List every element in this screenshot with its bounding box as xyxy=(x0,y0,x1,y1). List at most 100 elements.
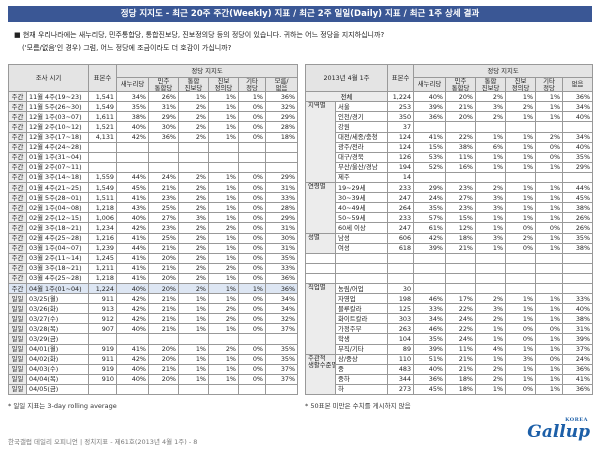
period-cell: 주간 xyxy=(8,131,27,143)
label-cell: 대전/세종/충청 xyxy=(334,131,389,143)
label-cell: 부산/울산/경남 xyxy=(334,161,389,173)
value-cell: 606 xyxy=(387,232,415,244)
value-cell xyxy=(413,171,447,184)
value-cell xyxy=(562,121,594,133)
value-cell: 1% xyxy=(505,141,537,153)
date-cell: 04/03(수) xyxy=(26,363,89,375)
value-cell: 1% xyxy=(505,343,537,355)
value-cell: 20% xyxy=(148,353,179,365)
table-row: 일일 03/25(월) 911 42% 21% 1% 1% 0% 34% xyxy=(8,293,299,305)
value-cell: 40% xyxy=(562,303,594,315)
value-cell: 1% xyxy=(475,242,507,254)
table-row: 주간 02월 1주(04~08) 1,218 43% 25% 2% 1% 0% 28% xyxy=(8,202,299,214)
table-row: 직업별 농림/어업 30 xyxy=(305,282,594,355)
value-cell: 2% xyxy=(178,252,209,264)
value-cell: 37% xyxy=(562,343,594,355)
value-cell: 21% xyxy=(148,323,179,335)
value-cell: 1% xyxy=(208,192,239,204)
value-cell: 0% xyxy=(238,262,266,274)
label-cell: 30~39세 xyxy=(334,192,389,204)
value-cell: 2% xyxy=(178,192,209,204)
empty-cell xyxy=(413,272,447,284)
value-cell: 41% xyxy=(413,131,447,143)
value-cell: 29% xyxy=(562,161,594,173)
value-cell: 33% xyxy=(264,262,299,274)
table-row: 인천/경기 350 36% 20% 2% 1% 1% 40% xyxy=(306,111,594,123)
value-cell: 31% xyxy=(148,101,179,113)
table-row: 화이트칼라 303 34% 24% 2% 1% 1% 38% xyxy=(306,313,594,325)
value-cell: 52% xyxy=(413,161,447,173)
table-row: 주관적 생활수준별 상/중상 110 51% 21% 1% 3% 0% 24% xyxy=(305,353,594,396)
value-cell: 1% xyxy=(475,383,507,396)
value-cell: 1% xyxy=(178,323,209,335)
value-cell: 1% xyxy=(535,91,564,103)
value-cell: 0% xyxy=(238,363,266,375)
value-cell: 2% xyxy=(178,232,209,244)
value-cell: 2% xyxy=(535,131,564,143)
value-cell: 1% xyxy=(505,131,537,143)
table-row: 주간 03월 4주(25~28) 1,218 41% 20% 2% 1% 0% 36% xyxy=(8,272,299,284)
value-cell: 912 xyxy=(88,313,117,325)
value-cell: 36% xyxy=(562,383,594,396)
period-cell: 일일 xyxy=(8,313,27,325)
label-cell: 60세 이상 xyxy=(334,222,389,234)
value-cell xyxy=(238,161,266,173)
period-cell: 일일 xyxy=(8,303,27,315)
value-cell: 1% xyxy=(208,212,239,224)
value-cell: 1% xyxy=(208,252,239,264)
label-cell: 블루칼라 xyxy=(334,303,389,315)
table-row: 40~49세 264 35% 23% 3% 1% 1% 38% xyxy=(306,202,594,214)
table-row: 연령별 19~29세 233 29% 23% 2% 1% 1% 44% xyxy=(305,182,594,234)
value-cell: 0% xyxy=(238,182,266,194)
value-cell: 14 xyxy=(387,171,415,184)
period-cell: 주간 xyxy=(8,202,27,214)
value-cell: 1% xyxy=(475,212,507,224)
value-cell: 1,216 xyxy=(88,232,117,244)
value-cell: 2% xyxy=(475,363,507,375)
date-cell: 03/28(목) xyxy=(26,323,89,335)
value-cell: 2% xyxy=(208,262,239,274)
value-cell: 1% xyxy=(535,313,564,325)
value-cell: 124 xyxy=(387,141,415,153)
header-cell: 정당 지지도 xyxy=(115,64,299,78)
value-cell: 0% xyxy=(238,272,266,284)
table-row: 일일 03/27(수) 912 42% 21% 1% 2% 0% 32% xyxy=(8,313,299,325)
value-cell xyxy=(264,333,299,345)
value-cell: 1% xyxy=(475,222,507,234)
table-row: 성별 남성 606 42% 18% 3% 2% 1% 35% xyxy=(305,232,594,254)
table-row: 60세 이상 247 61% 12% 1% 0% 0% 26% xyxy=(306,222,594,234)
table-row: 일일 04/03(수) 919 40% 21% 1% 1% 0% 37% xyxy=(8,363,299,375)
value-cell xyxy=(264,151,299,163)
label-cell: 서울 xyxy=(334,101,389,113)
value-cell: 1% xyxy=(178,303,209,315)
date-cell: 03월 4주(25~28) xyxy=(26,272,89,284)
value-cell: 125 xyxy=(387,303,415,315)
table-row: 주간 12월 4주(24~28) xyxy=(8,141,299,153)
value-cell: 42% xyxy=(116,131,149,143)
value-cell: 263 xyxy=(387,323,415,335)
value-cell: 12% xyxy=(445,222,477,234)
value-cell: 35% xyxy=(264,343,299,355)
value-cell: 20% xyxy=(148,282,179,295)
period-cell: 일일 xyxy=(8,353,27,365)
period-cell: 주간 xyxy=(8,161,27,173)
empty-cell xyxy=(445,272,477,284)
value-cell: 35% xyxy=(413,333,447,345)
table-row: 강원 37 xyxy=(306,121,594,133)
label-cell: 남성 xyxy=(334,232,389,244)
empty-cell xyxy=(535,272,564,284)
table-row: 일일 04/01(월) 919 41% 20% 1% 2% 0% 35% xyxy=(8,343,299,355)
header-cell: 진보 정의당 xyxy=(505,76,537,93)
value-cell: 30% xyxy=(264,232,299,244)
value-cell: 0% xyxy=(238,212,266,224)
value-cell xyxy=(264,161,299,173)
table-row: 주간 02월 4주(25~28) 1,216 41% 25% 2% 1% 0% 30% xyxy=(8,232,299,244)
value-cell: 1% xyxy=(505,303,537,315)
value-cell: 24% xyxy=(562,353,594,365)
value-cell: 18% xyxy=(445,232,477,244)
value-cell: 41% xyxy=(116,252,149,264)
value-cell: 29% xyxy=(264,212,299,224)
value-cell: 1,511 xyxy=(88,192,117,204)
empty-cell xyxy=(305,272,336,284)
value-cell: 31% xyxy=(264,182,299,194)
